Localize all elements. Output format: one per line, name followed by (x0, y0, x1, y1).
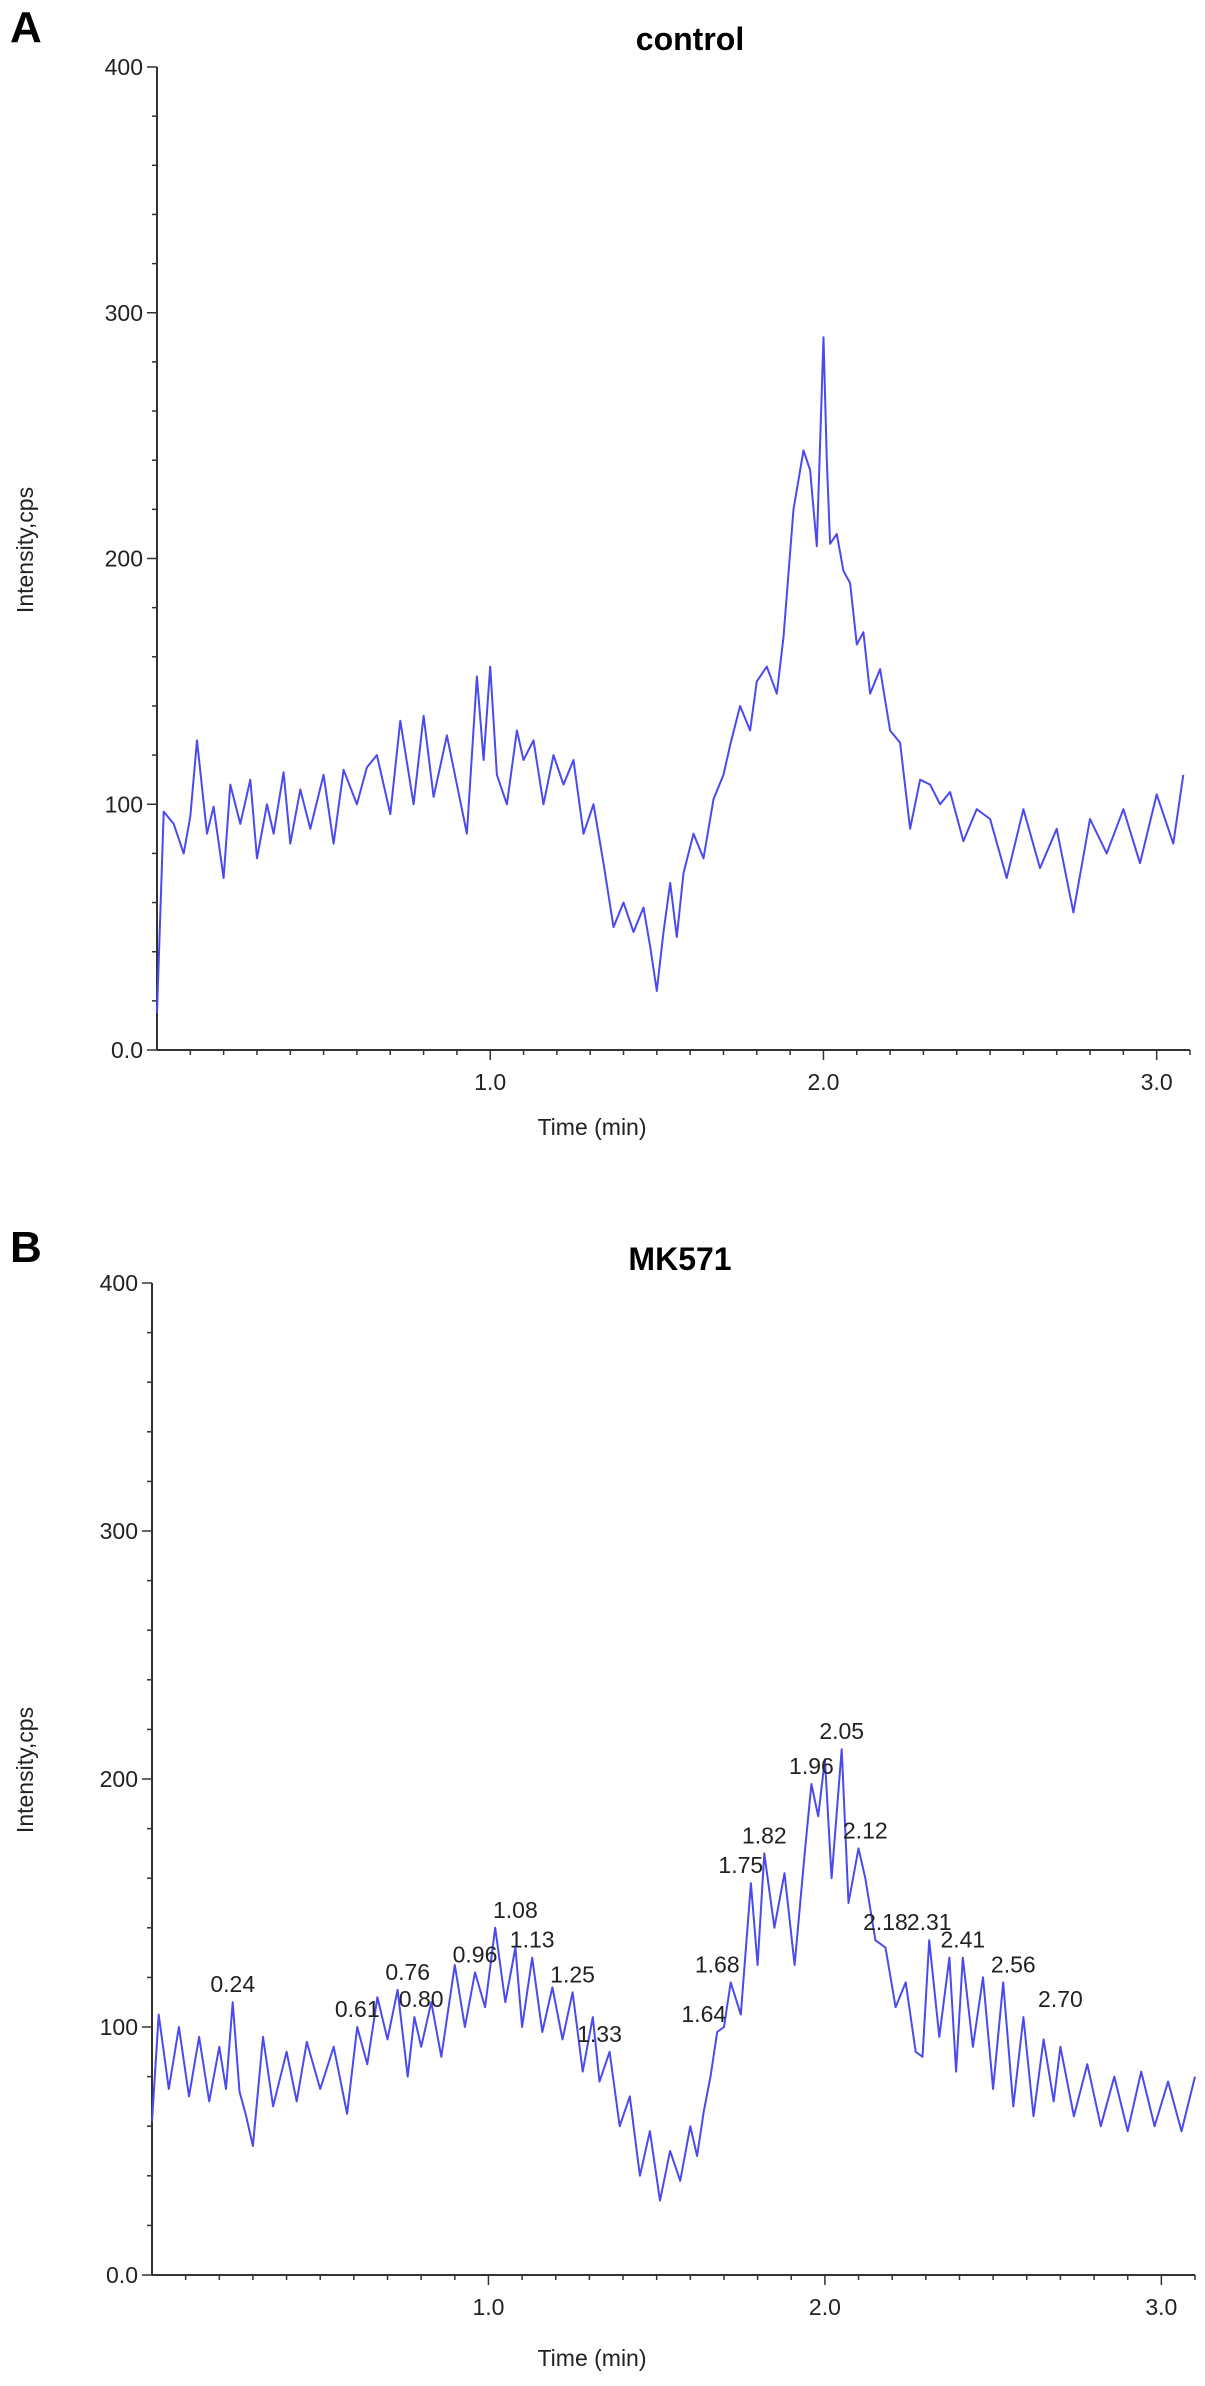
panel-b-peak-label: 1.68 (695, 1951, 740, 1977)
panel-b-peak-label: 1.08 (493, 1897, 538, 1923)
panel-a: A control Time (min) Intensity,cps 0.0 10… (10, 3, 1191, 1140)
panel-b: B MK571 Time (min) Intensity,cps 0.0 100 2… (10, 1223, 1196, 2371)
panel-a-x-tick-label: 2.0 (807, 1069, 839, 1095)
panel-a-x-tick-label: 1.0 (474, 1069, 506, 1095)
panel-b-peak-label: 2.05 (819, 1718, 864, 1744)
panel-b-x-axis-title: Time (min) (537, 2345, 646, 2371)
panel-b-peak-label: 2.56 (991, 1951, 1036, 1977)
panel-a-y-tick-label: 300 (105, 300, 143, 326)
panel-b-y-tick-label: 100 (100, 2014, 138, 2040)
panel-b-peak-label: 2.18 (863, 1909, 908, 1935)
panel-b-y-tick-label: 0.0 (106, 2262, 138, 2288)
panel-b-letter: B (10, 1223, 42, 1272)
panel-b-peak-label: 0.80 (399, 1986, 444, 2012)
panel-b-y-tick-label: 300 (100, 1518, 138, 1544)
panel-b-peak-label: 1.25 (550, 1961, 595, 1987)
panel-b-peak-label: 0.96 (453, 1941, 498, 1967)
panel-b-peak-label: 1.33 (577, 2021, 622, 2047)
panel-b-peak-label: 1.64 (681, 2001, 726, 2027)
panel-a-x-axis-title: Time (min) (537, 1114, 646, 1140)
panel-b-peak-label: 1.75 (718, 1852, 763, 1878)
panel-b-x-tick-label: 3.0 (1145, 2294, 1177, 2320)
panel-b-peak-label: 1.13 (510, 1927, 555, 1953)
panel-b-peak-label: 2.70 (1038, 1986, 1083, 2012)
panel-b-title: MK571 (628, 1241, 731, 1277)
panel-b-peak-label: 0.61 (335, 1996, 380, 2022)
panel-b-peak-label: 2.12 (843, 1817, 888, 1843)
panel-b-x-tick-label: 2.0 (809, 2294, 841, 2320)
panel-a-plot-area: 0.0 100 200 300 400 1.0 2.0 3.0 (105, 54, 1191, 1095)
panel-b-y-axis-title: Intensity,cps (12, 1707, 38, 1833)
panel-a-title: control (636, 21, 744, 57)
panel-b-plot-area: 0.0 100 200 300 400 1.0 2.0 3.0 0.24 0.610.760.80… (100, 1270, 1196, 2320)
panel-b-trace-line (151, 1748, 1196, 2202)
panel-b-peak-label: 0.24 (210, 1971, 255, 1997)
panel-a-y-tick-label: 0.0 (111, 1037, 143, 1063)
panel-b-peak-label: 1.96 (789, 1753, 834, 1779)
panel-a-y-tick-label: 100 (105, 791, 143, 817)
panel-a-y-tick-label: 200 (105, 546, 143, 572)
panel-b-y-tick-label: 400 (100, 1270, 138, 1296)
panel-a-x-tick-label: 3.0 (1141, 1069, 1173, 1095)
panel-a-y-tick-label: 400 (105, 54, 143, 80)
panel-b-peak-label: 2.31 (907, 1909, 952, 1935)
panel-b-x-tick-label: 1.0 (472, 2294, 504, 2320)
panel-b-peak-label: 2.41 (940, 1927, 985, 1953)
panel-a-letter: A (10, 3, 42, 52)
panel-b-y-tick-label: 200 (100, 1766, 138, 1792)
panel-b-peak-label: 1.82 (742, 1822, 787, 1848)
panel-a-y-axis-title: Intensity,cps (12, 487, 38, 613)
panel-b-peak-label: 0.76 (385, 1959, 430, 1985)
panel-a-trace-line (156, 336, 1185, 1014)
